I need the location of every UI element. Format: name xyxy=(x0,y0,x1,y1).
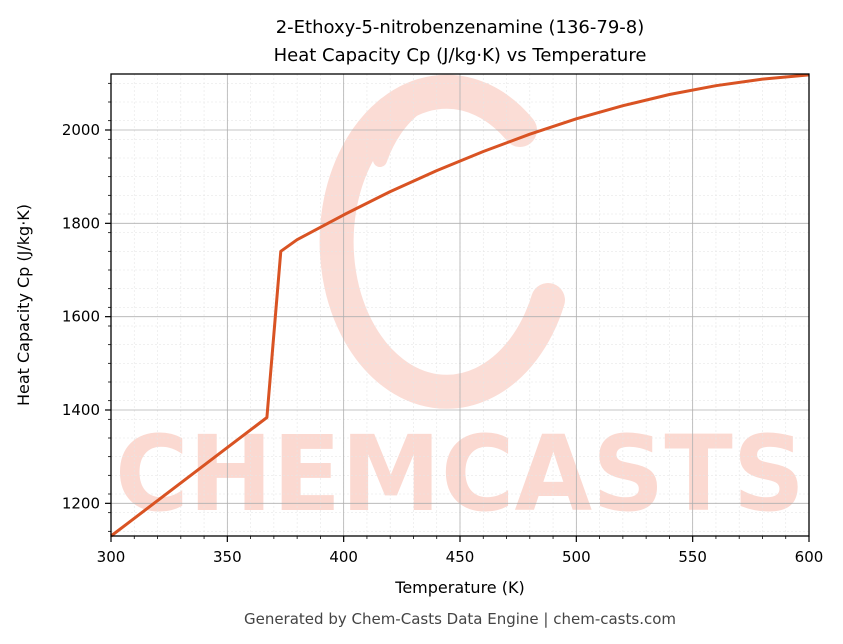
x-tick-label: 300 xyxy=(97,548,126,566)
x-tick-labels: 300 350 400 450 500 550 600 xyxy=(97,548,824,566)
x-tick-label: 600 xyxy=(795,548,824,566)
x-tick-label: 450 xyxy=(446,548,475,566)
major-grid xyxy=(110,74,810,536)
x-tick-label: 500 xyxy=(562,548,591,566)
x-tick-label: 350 xyxy=(213,548,242,566)
x-tick-label: 550 xyxy=(678,548,707,566)
y-tick-label: 1400 xyxy=(62,401,100,419)
axis-ticks xyxy=(105,82,810,542)
series-line xyxy=(110,73,810,538)
chart-title-line1: 2-Ethoxy-5-nitrobenzenamine (136-79-8) xyxy=(276,17,645,38)
y-tick-label: 1200 xyxy=(62,494,100,512)
y-tick-labels: 1200 1400 1600 1800 2000 xyxy=(62,121,100,512)
y-tick-label: 2000 xyxy=(62,121,100,139)
chart-title-line2: Heat Capacity Cp (J/kg·K) vs Temperature xyxy=(274,45,647,66)
series-layer xyxy=(110,73,810,538)
watermark-logo-icon xyxy=(319,74,565,409)
y-axis-label: Heat Capacity Cp (J/kg·K) xyxy=(14,204,33,406)
x-axis-label: Temperature (K) xyxy=(394,578,524,597)
x-tick-label: 400 xyxy=(329,548,358,566)
y-tick-label: 1600 xyxy=(62,308,100,326)
y-tick-label: 1800 xyxy=(62,214,100,232)
footer-credit: Generated by Chem-Casts Data Engine | ch… xyxy=(244,610,676,628)
